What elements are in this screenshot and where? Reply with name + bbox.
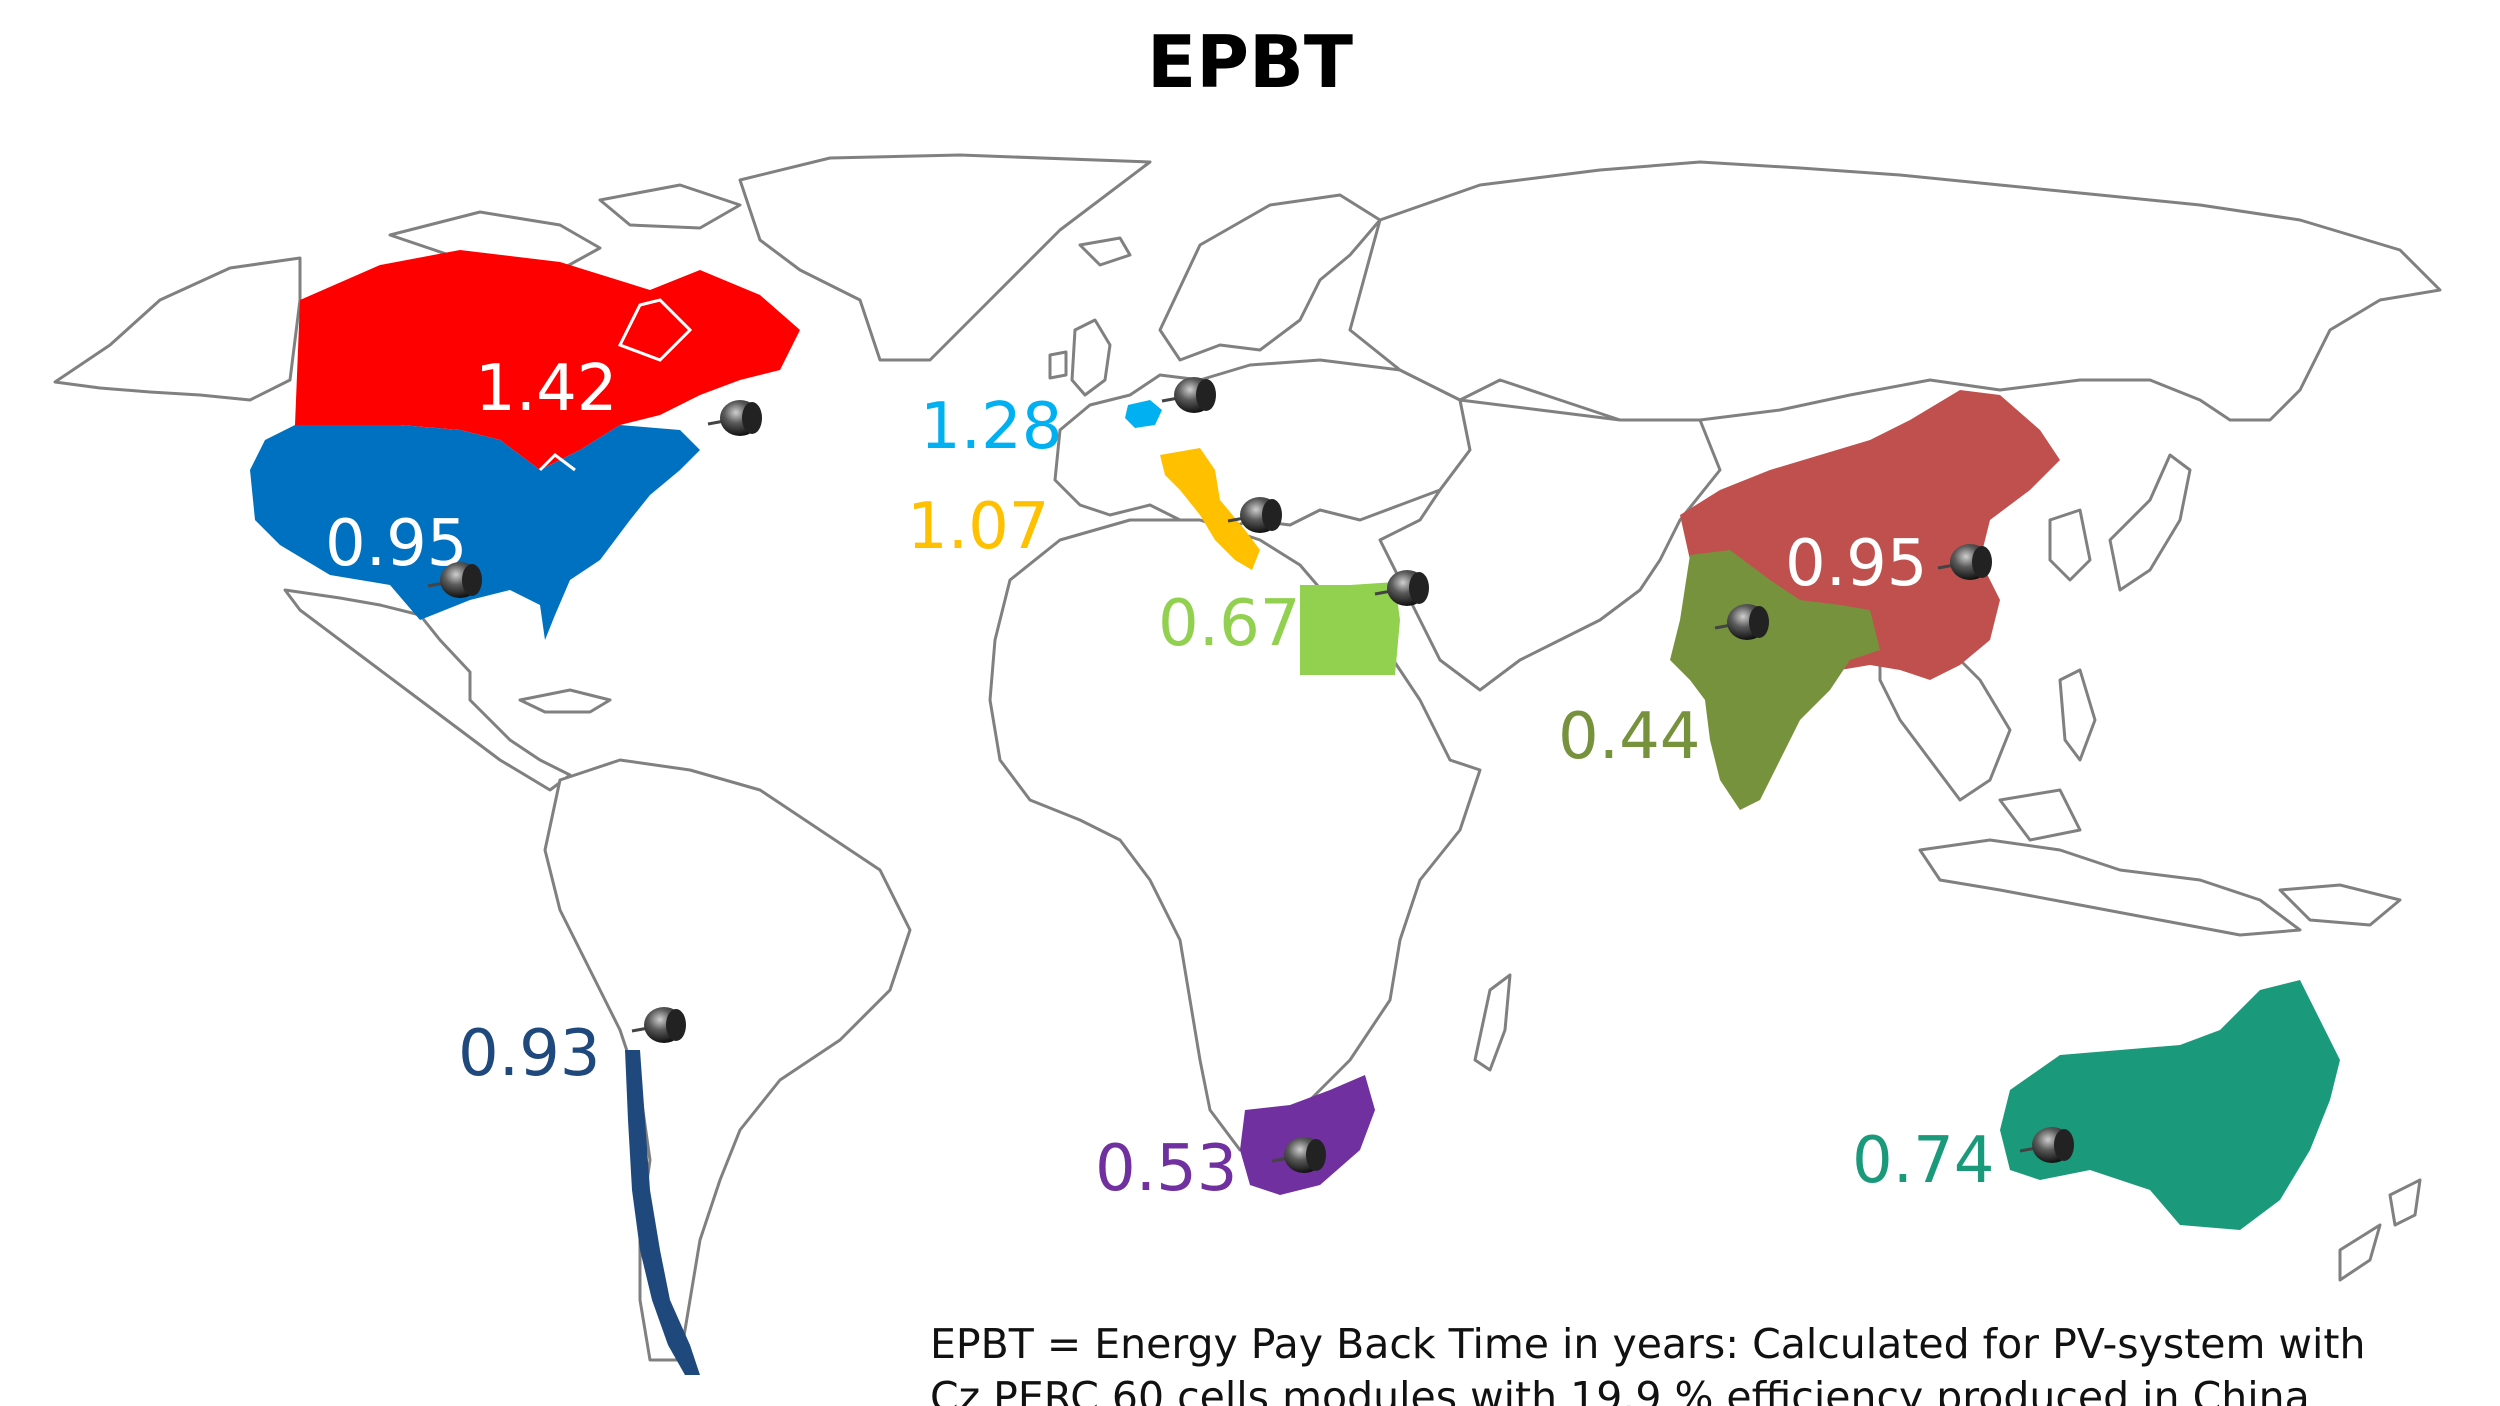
pin-icon bbox=[2019, 1127, 2074, 1163]
uk-outline bbox=[1070, 318, 1112, 397]
land-outlines bbox=[53, 153, 2442, 1362]
caption-line-2: Cz PERC 60 cells modules with 19.9 % eff… bbox=[930, 1373, 2310, 1406]
egypt-region bbox=[1300, 582, 1400, 675]
pin-icon bbox=[1714, 604, 1769, 640]
germany-region bbox=[1125, 400, 1162, 428]
greenland-outline bbox=[738, 153, 1152, 362]
caption-line-1: EPBT = Energy Pay Back Time in years: Ca… bbox=[930, 1320, 2366, 1368]
location-pins bbox=[427, 377, 2074, 1173]
value-label-chile: 0.93 bbox=[458, 1017, 601, 1091]
scandinavia-outline bbox=[1158, 193, 1382, 362]
value-label-italy: 1.07 bbox=[907, 490, 1050, 564]
india-region bbox=[1670, 550, 1880, 810]
value-label-china: 0.95 bbox=[1785, 527, 1928, 601]
pin-icon bbox=[1227, 497, 1282, 533]
value-label-usa: 0.95 bbox=[325, 507, 468, 581]
japan-outline bbox=[2108, 453, 2192, 592]
iceland-outline bbox=[1078, 236, 1132, 267]
middle-east-outline bbox=[1378, 398, 1722, 692]
nz-north-outline bbox=[2388, 1178, 2422, 1227]
central-america-outline bbox=[283, 588, 572, 792]
south-africa-region bbox=[1240, 1075, 1375, 1195]
value-labels: 1.42 0.95 1.28 1.07 0.67 0.95 0.44 0.93 … bbox=[325, 352, 1995, 1206]
africa-outline bbox=[988, 518, 1482, 1152]
russia-outline bbox=[1348, 160, 2442, 422]
value-label-india: 0.44 bbox=[1558, 700, 1701, 774]
value-label-germany: 1.28 bbox=[920, 390, 1063, 464]
pin-icon bbox=[707, 400, 762, 436]
pin-icon bbox=[427, 562, 482, 598]
great-lakes-outline bbox=[538, 453, 576, 472]
pin-icon bbox=[631, 1007, 686, 1043]
region-borders bbox=[538, 298, 693, 472]
chile-region bbox=[625, 1050, 700, 1375]
indonesia-outline bbox=[1918, 838, 2302, 937]
new-guinea-outline bbox=[2278, 883, 2402, 927]
pin-icon bbox=[1271, 1137, 1326, 1173]
australia-region bbox=[2000, 980, 2340, 1230]
highlighted-countries bbox=[250, 250, 2340, 1375]
canada-region bbox=[295, 250, 800, 470]
alaska-outline bbox=[53, 256, 302, 402]
korea-outline bbox=[2048, 508, 2092, 582]
value-label-australia: 0.74 bbox=[1852, 1124, 1995, 1198]
madagascar-outline bbox=[1473, 973, 1512, 1072]
caribbean-outline bbox=[518, 688, 612, 714]
pin-icon bbox=[1374, 570, 1429, 606]
italy-region bbox=[1160, 448, 1260, 570]
nz-south-outline bbox=[2338, 1223, 2382, 1282]
pin-icon bbox=[1161, 377, 1216, 413]
philippines-outline bbox=[2058, 668, 2097, 762]
borneo-outline bbox=[1998, 788, 2082, 842]
value-label-egypt: 0.67 bbox=[1158, 587, 1301, 661]
south-america-outline bbox=[543, 758, 912, 1362]
ireland-outline bbox=[1048, 350, 1068, 380]
caption: EPBT = Energy Pay Back Time in years: Ca… bbox=[930, 1318, 2470, 1406]
value-label-canada: 1.42 bbox=[475, 352, 618, 426]
value-label-south-africa: 0.53 bbox=[1095, 1132, 1238, 1206]
hudson-bay-outline bbox=[617, 298, 693, 362]
pin-icon bbox=[1937, 544, 1992, 580]
usa-region bbox=[250, 425, 700, 640]
map-title: EPBT bbox=[1147, 20, 1353, 104]
arctic-island-outline bbox=[598, 183, 742, 230]
